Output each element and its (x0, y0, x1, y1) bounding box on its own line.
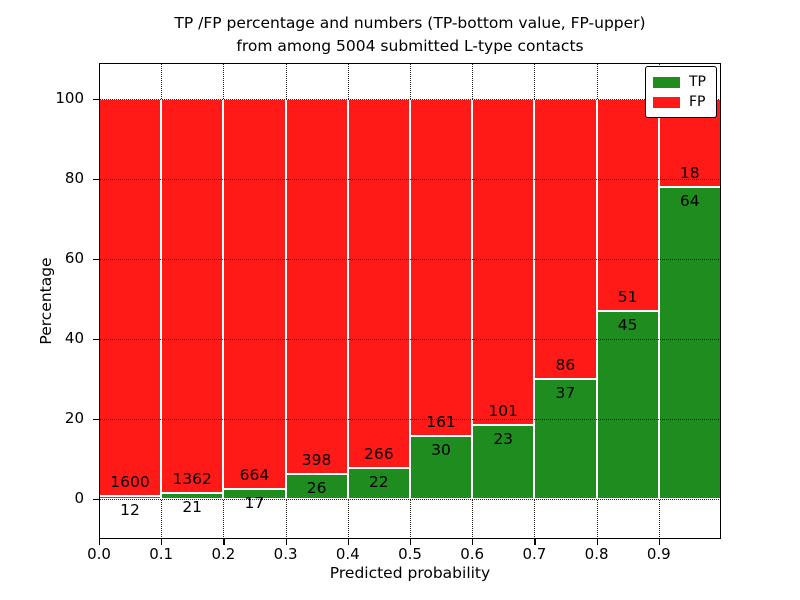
tp-count-label: 37 (555, 383, 576, 402)
y-tick-label: 40 (64, 329, 84, 347)
fp-count-label: 1362 (172, 469, 212, 488)
bar-segment-tp (410, 436, 473, 499)
x-tick-label: 0.3 (273, 545, 298, 563)
fp-count-label: 18 (679, 163, 700, 182)
tp-swatch-icon (653, 76, 680, 88)
fp-count-label: 51 (617, 288, 638, 307)
fp-count-label: 161 (426, 413, 456, 432)
y-tick-mark (93, 418, 99, 420)
horizontal-gridline (99, 499, 721, 500)
bar-segment-fp (161, 99, 224, 493)
tp-count-label: 22 (368, 473, 389, 492)
horizontal-gridline (99, 179, 721, 180)
horizontal-gridline (99, 259, 721, 260)
x-tick-mark (99, 539, 101, 545)
horizontal-gridline (99, 339, 721, 340)
fp-count-label: 1600 (110, 473, 150, 492)
tp-count-label: 21 (182, 497, 203, 516)
bar-segment-fp (534, 99, 597, 379)
x-tick-label: 0.0 (87, 545, 111, 563)
fp-count-label: 266 (364, 445, 394, 464)
fp-swatch-icon (653, 96, 680, 108)
y-tick-label: 100 (55, 89, 84, 107)
x-tick-label: 0.7 (522, 545, 547, 563)
x-tick-mark (285, 539, 287, 545)
horizontal-gridline (99, 419, 721, 420)
legend-item-fp: FP (653, 92, 706, 112)
y-tick-label: 80 (64, 169, 84, 187)
fp-count-label: 101 (488, 401, 518, 420)
bar-segment-fp (410, 99, 473, 437)
y-tick-mark (93, 338, 99, 340)
y-tick-label: 60 (64, 249, 84, 267)
y-tick-label: 0 (74, 489, 84, 507)
tp-count-label: 23 (493, 429, 514, 448)
tp-count-label: 17 (244, 494, 265, 512)
y-tick-mark (93, 98, 99, 100)
bar-segment-fp (99, 99, 162, 497)
bar-segment-tp (534, 378, 597, 499)
bar-segment-tp (658, 186, 721, 499)
x-tick-mark (161, 539, 163, 545)
bar-segment-fp (472, 99, 535, 425)
bar-segment-tp (161, 492, 224, 499)
bar-segment-fp (285, 99, 348, 475)
x-axis-label: Predicted probability (329, 564, 491, 582)
chart-title-line2: from among 5004 submitted L-type contact… (236, 37, 584, 55)
fp-count-label: 86 (555, 355, 576, 374)
bar-segment-fp (347, 99, 410, 469)
y-tick-mark (93, 498, 99, 500)
x-tick-mark (596, 539, 598, 545)
y-tick-mark (93, 258, 99, 260)
tp-count-label: 30 (431, 441, 451, 460)
x-tick-label: 0.2 (211, 545, 236, 563)
bar-segment-tp (347, 468, 410, 499)
y-tick-label: 20 (64, 409, 84, 427)
x-tick-mark (472, 539, 474, 545)
x-tick-mark (347, 539, 350, 545)
x-tick-label: 0.4 (335, 545, 360, 563)
y-tick-mark (93, 178, 99, 180)
bar-segment-fp (223, 99, 286, 489)
horizontal-gridline (99, 99, 721, 100)
tp-count-label: 12 (120, 501, 140, 520)
tp-count-label: 64 (679, 191, 700, 210)
legend-item-tp: TP (653, 72, 706, 92)
bar-segment-tp (285, 474, 348, 499)
bar-segment-fp (596, 99, 659, 312)
tp-count-label: 26 (306, 479, 327, 498)
fp-count-label: 664 (239, 466, 270, 484)
legend-label-fp: FP (689, 94, 706, 110)
bar-segment-tp (472, 424, 535, 499)
x-tick-mark (534, 539, 536, 545)
x-tick-label: 0.1 (149, 545, 174, 563)
x-tick-label: 0.5 (398, 545, 422, 563)
tp-count-label: 45 (617, 316, 638, 335)
bar-segment-tp (596, 311, 659, 499)
chart-title-line1: TP /FP percentage and numbers (TP-bottom… (174, 14, 646, 32)
x-tick-mark (658, 539, 661, 545)
x-tick-label: 0.6 (460, 545, 485, 563)
bar-segment-tp (223, 489, 286, 499)
x-tick-label: 0.8 (584, 545, 609, 563)
x-tick-mark (223, 539, 225, 545)
fp-count-label: 398 (301, 451, 332, 470)
x-tick-mark (410, 539, 412, 545)
legend-label-tp: TP (689, 74, 706, 90)
chart-title: TP /FP percentage and numbers (TP-bottom… (99, 12, 721, 58)
x-tick-label: 0.9 (646, 545, 671, 563)
legend: TP FP (645, 66, 717, 118)
